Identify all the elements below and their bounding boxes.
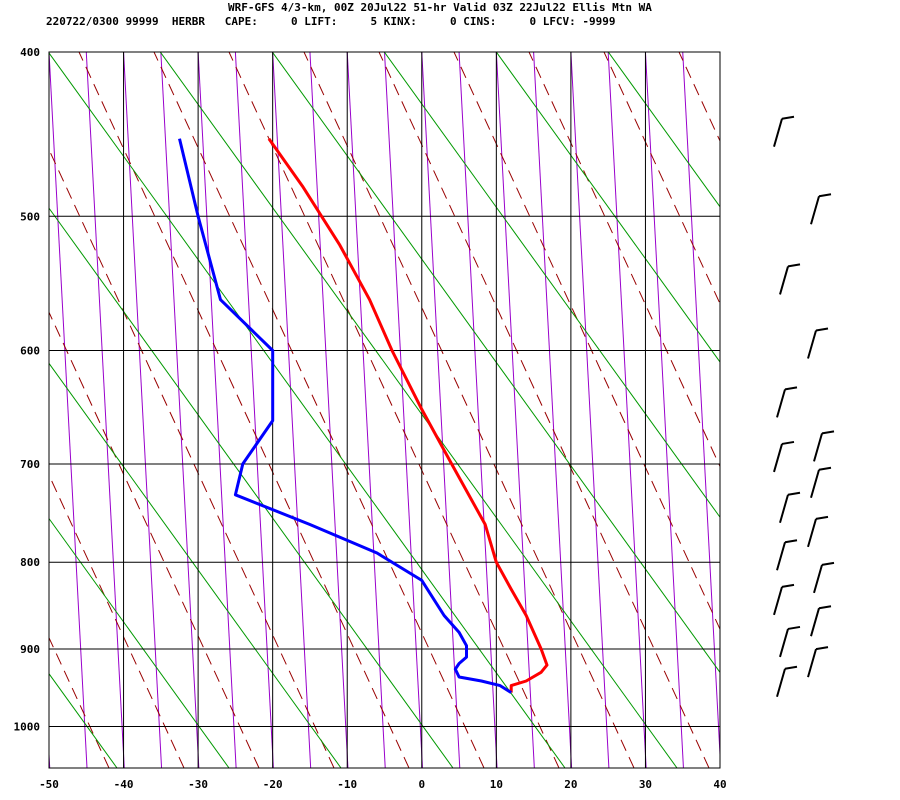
x-tick-label: -10 (337, 778, 357, 791)
isotherm-line (869, 52, 900, 768)
mixing-ratio-line (49, 517, 230, 768)
isotherm-line (160, 52, 200, 768)
mixing-ratio-line (607, 52, 720, 208)
mixing-ratio-line (789, 0, 900, 768)
dry-adiabat-line (0, 52, 34, 768)
wind-barb (773, 440, 795, 473)
wind-barb (773, 583, 795, 616)
wind-barb (779, 263, 801, 295)
sounding-series (178, 137, 549, 694)
wind-barb (779, 625, 801, 658)
mixing-ratio-line (49, 362, 342, 768)
isotherm-line (309, 52, 349, 768)
temperature-line (267, 137, 549, 693)
x-tick-label: -40 (114, 778, 134, 791)
mixing-ratio-line (0, 0, 5, 768)
x-tick-label: -20 (263, 778, 283, 791)
mixing-ratio-line (719, 52, 720, 53)
dry-adiabat-line (378, 52, 710, 768)
isotherm-line (384, 52, 423, 768)
mixing-ratio-line (271, 52, 720, 674)
x-tick-labels: -50 -40 -30 -20 -10 0 10 20 30 40 (39, 778, 727, 791)
isotherm-line (682, 52, 720, 764)
dry-adiabat-line (153, 52, 485, 768)
isotherm-line (832, 52, 870, 768)
mixing-ratio-line (49, 672, 118, 768)
isotherm-line (49, 744, 51, 768)
y-tick-label: 600 (20, 344, 40, 357)
wind-barb (776, 386, 798, 418)
y-tick-label: 400 (20, 46, 40, 59)
dry-adiabat-line (49, 148, 335, 768)
y-tick-label: 500 (20, 210, 40, 223)
wind-barb (810, 605, 832, 637)
wind-barb (813, 430, 835, 462)
wind-barb (807, 515, 829, 548)
chart-title: WRF-GFS 4/3-km, 00Z 20Jul22 51-hr Valid … (228, 1, 652, 14)
wind-barb (810, 466, 832, 499)
y-tick-label: 800 (20, 556, 40, 569)
x-tick-label: 20 (564, 778, 577, 791)
y-tick-label: 900 (20, 643, 40, 656)
y-tick-labels: 400 500 600 700 800 900 1000 (14, 46, 41, 734)
isotherm-line (495, 52, 535, 768)
dry-adiabat-line (528, 52, 720, 468)
isotherm-line (0, 52, 12, 768)
mixing-ratio-line (49, 52, 566, 768)
wind-barb (810, 193, 832, 225)
dry-adiabat-line (453, 52, 720, 631)
wind-barb (779, 491, 801, 524)
isotherm-line (570, 52, 610, 768)
isotherm-line (85, 52, 125, 768)
dry-adiabat-line (78, 52, 410, 768)
isotherm-line (458, 52, 498, 768)
x-tick-label: 30 (639, 778, 652, 791)
isotherm-line (644, 52, 684, 768)
isotherm-line (533, 52, 573, 768)
wind-barbs (773, 115, 835, 698)
y-tick-label: 1000 (14, 721, 41, 734)
wind-barb (807, 646, 829, 678)
plot-frame (48, 51, 721, 769)
mixing-ratio-line (159, 52, 678, 768)
sounding-info-line: 220722/0300 99999 HERBR CAPE: 0 LIFT: 5 … (46, 15, 616, 28)
x-tick-label: -50 (39, 778, 59, 791)
wind-barb (776, 665, 798, 698)
isotherm-line (719, 52, 720, 62)
wind-barb (807, 327, 829, 359)
x-tick-label: 0 (418, 778, 425, 791)
x-tick-label: 40 (713, 778, 726, 791)
isotherm-line (49, 52, 88, 768)
isotherm-line (123, 52, 163, 768)
isotherm-line (757, 52, 795, 768)
dry-adiabat-line (228, 52, 560, 768)
grid (48, 51, 721, 768)
mixing-ratio-line (383, 52, 720, 519)
isotherm-line (421, 52, 461, 768)
dewpoint-line (178, 138, 513, 694)
isotherm-line (346, 52, 386, 768)
x-tick-label: -30 (188, 778, 208, 791)
dry-adiabat-line (678, 52, 720, 143)
isotherm-line (607, 52, 647, 768)
dry-adiabat-line (829, 52, 900, 768)
mixing-ratio-line (495, 52, 720, 363)
wind-barb (773, 115, 795, 147)
wind-barb (776, 539, 798, 571)
isotherm-line (234, 52, 274, 768)
wind-barb (813, 561, 835, 594)
x-tick-label: 10 (490, 778, 503, 791)
dry-adiabat-line (603, 52, 720, 305)
background-lines (0, 0, 900, 768)
dry-adiabat-line (754, 52, 900, 768)
y-tick-label: 700 (20, 458, 40, 471)
mixing-ratio-line (49, 207, 454, 768)
dry-adiabat-line (303, 52, 635, 768)
